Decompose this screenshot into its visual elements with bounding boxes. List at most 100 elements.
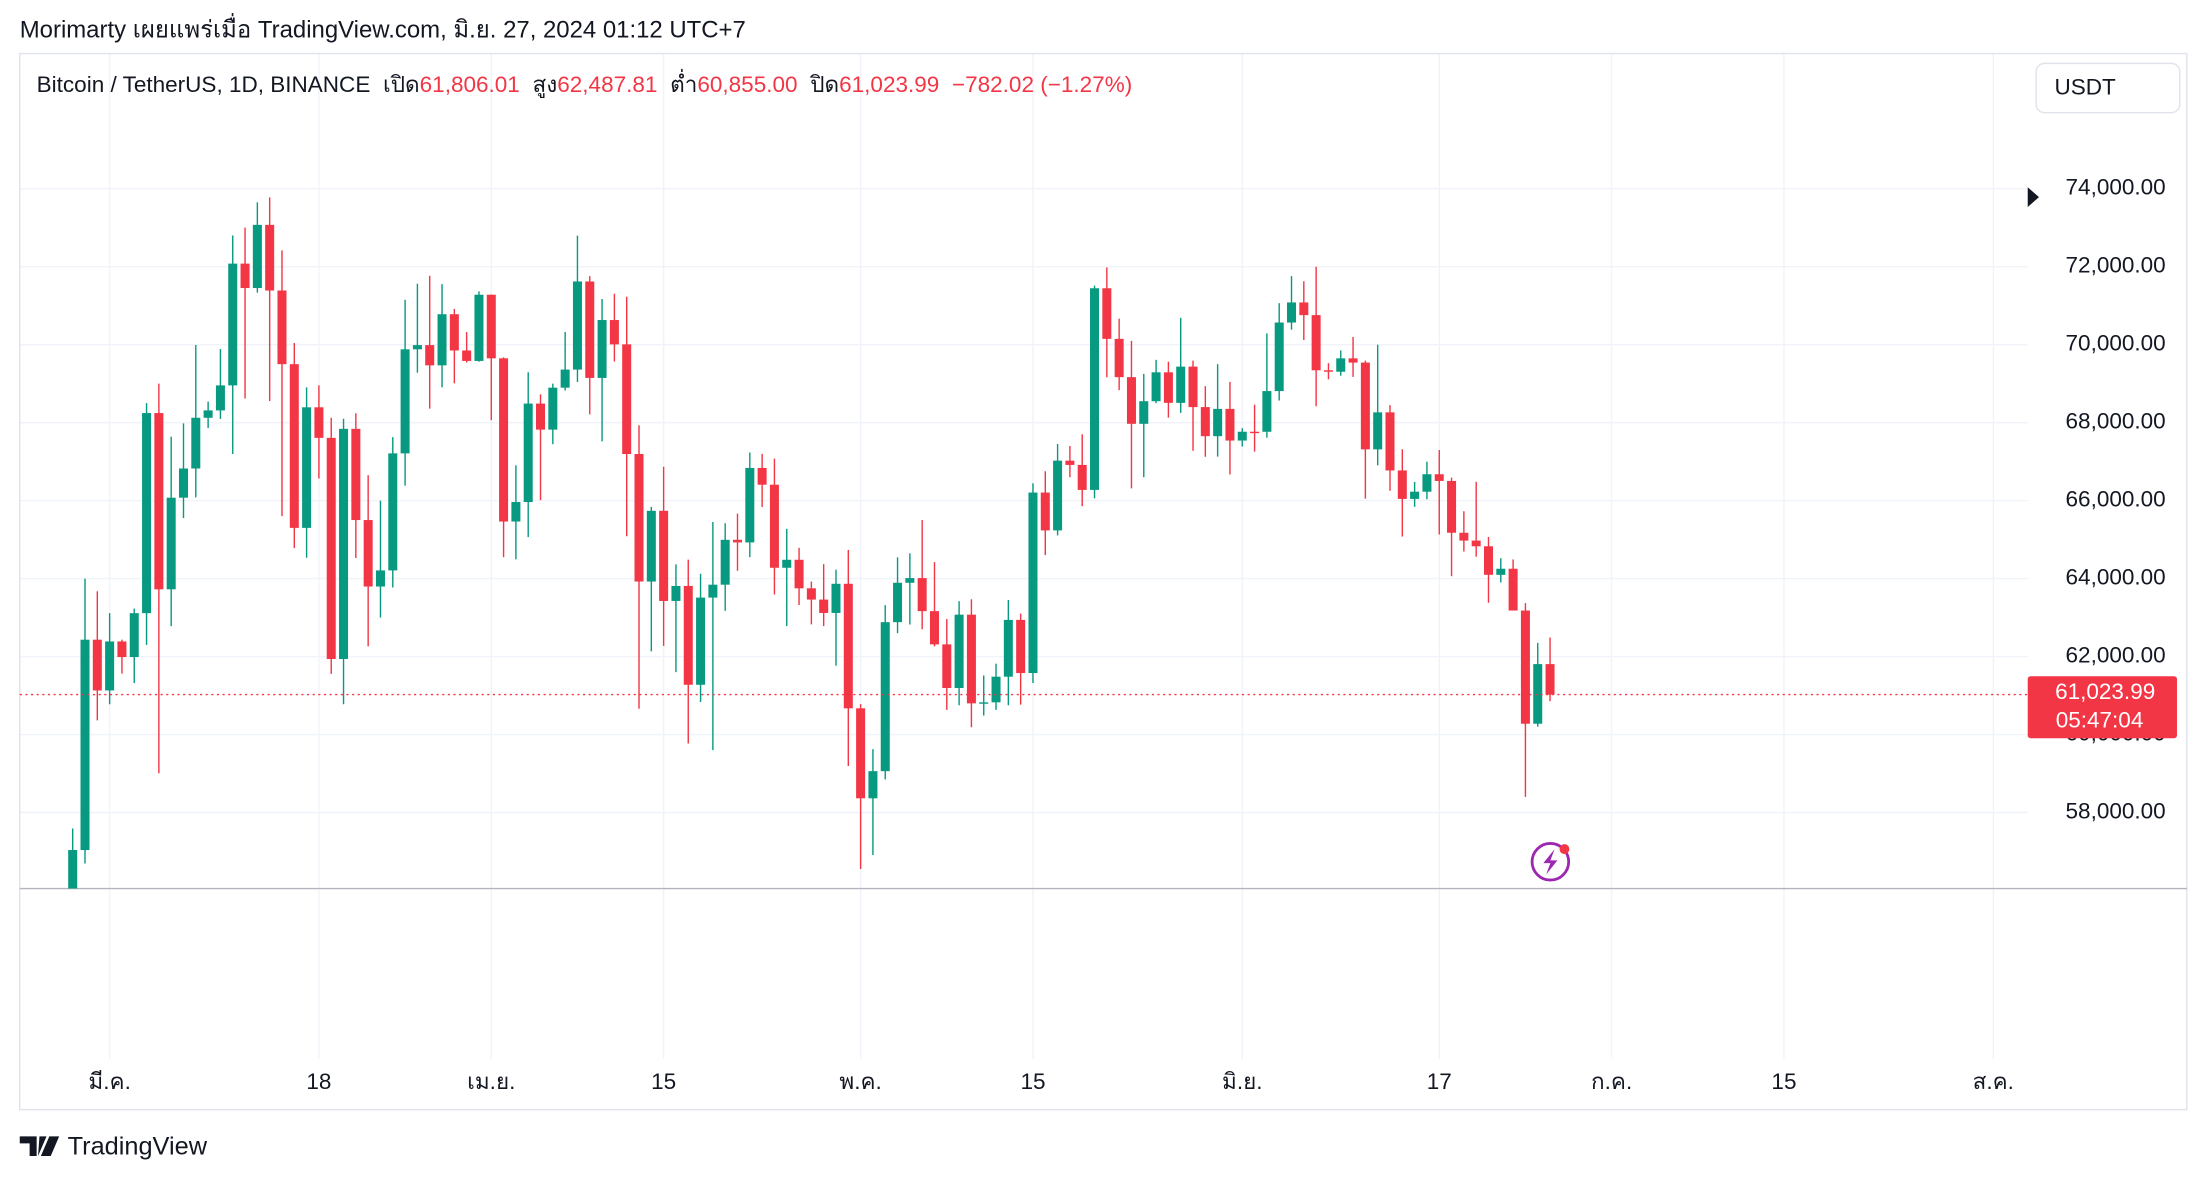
ohlc-value: 60,855.00 (697, 72, 797, 97)
candle-body (462, 350, 472, 361)
candle-body (1200, 407, 1210, 437)
candle-body (1323, 370, 1333, 372)
candle-body (117, 641, 127, 658)
candle-body (191, 417, 201, 469)
candle-body (905, 578, 915, 583)
brand-name: TradingView (68, 1132, 208, 1160)
candle-body (68, 850, 78, 889)
candle-body (1422, 474, 1432, 492)
candle-body (105, 641, 115, 691)
candle-body (400, 349, 410, 454)
ohlc-name: เปิด (383, 72, 420, 97)
currency-label[interactable]: USDT (2054, 75, 2116, 100)
candle-body (1299, 302, 1309, 316)
currency-button-box[interactable] (2035, 62, 2181, 114)
x-tick-label: มี.ค. (88, 1069, 130, 1094)
ohlc-name: สูง (532, 72, 557, 98)
y-tick-label: 68,000.00 (2066, 409, 2166, 434)
candle-body (548, 387, 558, 430)
candle-body (720, 539, 730, 585)
candle-body (646, 510, 656, 582)
candle-body (634, 453, 644, 582)
candle-body (1016, 619, 1026, 674)
candle-body (1287, 302, 1297, 323)
candle-body (1176, 366, 1186, 403)
candle-body (142, 413, 152, 614)
x-tick-label: 15 (651, 1069, 676, 1094)
last-price-label: 61,023.99 (2055, 679, 2155, 704)
axes: มี.ค. 18 เม.ย. 15 พ.ค. 15 มิ.ย. 17 ก.ค. 15 ส.ค. 58,… (88, 175, 2165, 1094)
ohlc-value: 61,023.99 (839, 72, 939, 97)
candle-body (1262, 391, 1272, 432)
countdown-label: 05:47:04 (2056, 707, 2144, 732)
brand-logo (19, 1136, 60, 1157)
ohlc-legend: Bitcoin / TetherUS, 1D, BINANCE เปิด61,80… (37, 68, 1133, 98)
scroll-marker (2027, 187, 2039, 207)
candle-body (769, 484, 779, 568)
alert-dot[interactable] (1559, 844, 1570, 855)
alert-bolt[interactable] (1543, 849, 1558, 875)
candle-body (388, 453, 398, 571)
x-tick-label: ส.ค. (1973, 1069, 2014, 1094)
candle-body (326, 437, 336, 659)
candle-body (166, 497, 176, 590)
candle-body (1447, 480, 1457, 533)
candle-body (1003, 619, 1013, 677)
ohlc-name: ปิด (809, 72, 839, 97)
candle-body (708, 584, 718, 598)
candle-body (240, 263, 250, 289)
candle-body (228, 263, 238, 386)
y-tick-label: 66,000.00 (2066, 487, 2166, 512)
candle-body (1151, 372, 1161, 402)
candle-body (425, 345, 435, 366)
candle-body (1126, 377, 1136, 424)
candle-body (819, 599, 829, 613)
candle-body (1373, 412, 1383, 450)
candle-body (449, 314, 459, 351)
candle-body (252, 224, 262, 289)
candle-body (560, 369, 570, 388)
currency-button[interactable]: USDT (2035, 62, 2181, 114)
candle-body (1336, 358, 1346, 372)
candle-body (511, 502, 521, 522)
candle-body (412, 345, 422, 350)
candle-body (499, 358, 509, 522)
change: −782.02 (−1.27%) (952, 72, 1132, 97)
candle-body (203, 410, 213, 418)
x-tick-label: ก.ค. (1591, 1069, 1632, 1094)
grid (19, 53, 2028, 1059)
candle-body (339, 428, 349, 659)
x-tick-label: 15 (1020, 1069, 1045, 1094)
x-tick-label: 18 (306, 1069, 331, 1094)
candle-body (80, 639, 90, 851)
alert-icon[interactable] (1530, 842, 1571, 882)
candle-body (696, 597, 706, 685)
candle-body (437, 314, 447, 366)
candle-body (363, 520, 373, 587)
candle-body (966, 614, 976, 704)
candle-body (523, 403, 533, 503)
candle-body (314, 407, 324, 438)
candle-body (474, 294, 484, 361)
candle-body (1213, 408, 1223, 437)
candle-body (129, 613, 139, 658)
candle-body (1533, 664, 1543, 724)
y-tick-label: 74,000.00 (2066, 175, 2166, 200)
candle-body (597, 320, 607, 378)
y-tick-label: 72,000.00 (2066, 253, 2166, 278)
candle-body (1274, 322, 1284, 392)
attribution: Morimarty เผยแพร่เมื่อ TradingView.com, … (20, 12, 746, 43)
candle-body (536, 403, 546, 430)
x-tick-label: พ.ค. (839, 1069, 881, 1094)
candle-body (92, 639, 102, 691)
candle-body (1102, 288, 1112, 339)
candle-body (154, 413, 164, 590)
candle-body (843, 583, 853, 709)
brand: TradingView (19, 1132, 208, 1160)
candle-body (1459, 532, 1469, 541)
x-tick-label: 17 (1427, 1069, 1452, 1094)
candle-body (1139, 401, 1149, 424)
x-tick-label: เม.ย. (467, 1069, 515, 1094)
